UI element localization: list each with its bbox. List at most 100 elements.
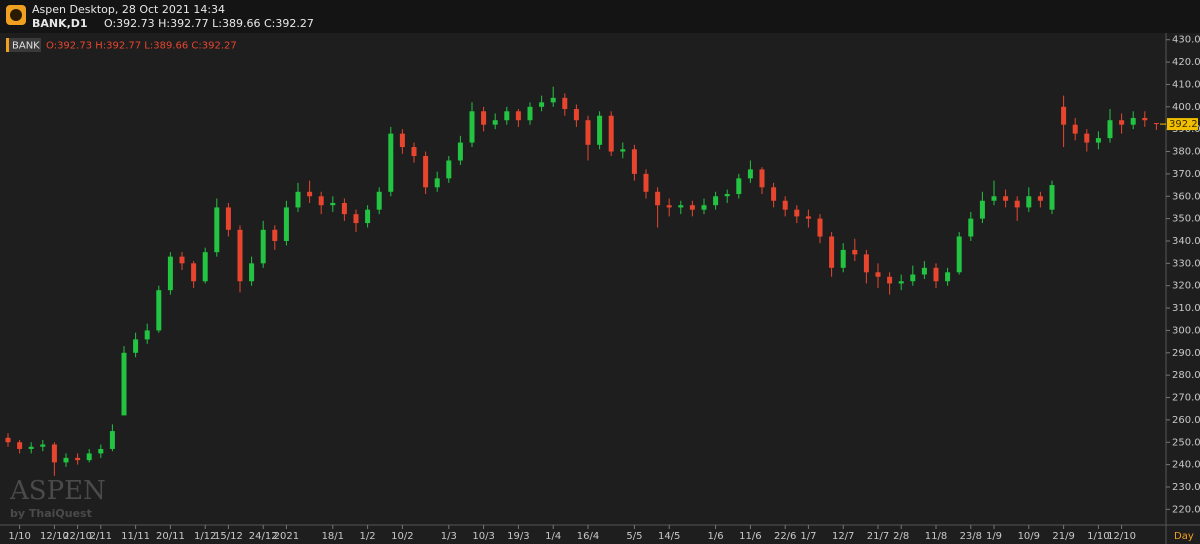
y-tick-label: 280.00 — [1172, 370, 1200, 381]
candle-body — [191, 263, 197, 282]
candle-body — [249, 263, 255, 282]
candle-body — [817, 218, 823, 237]
y-tick-label: 370.00 — [1172, 169, 1200, 180]
legend-symbol: BANK — [12, 41, 40, 52]
candle-body — [585, 120, 591, 145]
legend-box — [9, 38, 41, 52]
x-tick-label: 15/12 — [214, 531, 243, 542]
x-tick-label: 1/4 — [545, 531, 561, 542]
y-tick-label: 250.00 — [1172, 437, 1200, 448]
candle-body — [133, 339, 139, 353]
watermark-brand: ASPEN — [9, 476, 106, 506]
header-ohlc: O:392.73 H:392.77 L:389.66 C:392.27 — [104, 17, 314, 30]
candle-body — [759, 169, 765, 188]
candle-body — [643, 173, 649, 192]
candle-body — [829, 236, 835, 268]
y-tick-label: 350.00 — [1172, 214, 1200, 225]
x-tick-label: 10/2 — [391, 531, 413, 542]
candle-body — [1142, 117, 1148, 121]
candle-body — [388, 133, 394, 192]
candle-body — [678, 205, 684, 208]
x-axis-label: Day — [1174, 531, 1194, 542]
candle-body — [655, 191, 661, 206]
candle-body — [5, 437, 11, 443]
x-tick-label: 18/1 — [322, 531, 344, 542]
candle-body — [353, 214, 359, 224]
x-tick-label: 12/10 — [40, 531, 69, 542]
candle-body — [620, 149, 626, 152]
app-logo-mark — [10, 9, 22, 21]
candle-body — [75, 457, 81, 461]
candle-body — [365, 209, 371, 224]
candle-body — [423, 156, 429, 188]
candle-body — [666, 205, 672, 208]
candle-body — [921, 267, 927, 275]
x-tick-label: 1/9 — [986, 531, 1002, 542]
x-tick-label: 10/3 — [472, 531, 494, 542]
last-price-label: 392.27 — [1169, 119, 1200, 130]
y-tick-label: 410.00 — [1172, 79, 1200, 90]
candle-body — [1049, 185, 1055, 210]
candle-body — [771, 187, 777, 201]
candle-body — [1130, 117, 1136, 125]
x-tick-label: 2/11 — [90, 531, 112, 542]
y-tick-label: 400.00 — [1172, 102, 1200, 113]
y-tick-label: 290.00 — [1172, 348, 1200, 359]
candle-body — [1107, 120, 1113, 139]
candle-body — [782, 200, 788, 210]
x-tick-label: 14/5 — [658, 531, 680, 542]
candle-body — [631, 149, 637, 174]
candle-body — [898, 281, 904, 284]
x-tick-label: 21/9 — [1052, 531, 1074, 542]
x-tick-label: 11/6 — [739, 531, 761, 542]
candle-body — [910, 274, 916, 282]
candle-body — [1095, 138, 1101, 143]
candle-body — [736, 178, 742, 195]
candle-body — [283, 207, 289, 241]
x-tick-label: 1/7 — [800, 531, 816, 542]
candle-body — [1037, 196, 1043, 201]
candle-body — [527, 106, 533, 121]
candle-body — [562, 97, 568, 110]
candle-body — [713, 196, 719, 206]
x-tick-label: 16/4 — [577, 531, 599, 542]
y-tick-label: 430.00 — [1172, 35, 1200, 46]
candle-body — [887, 276, 893, 284]
x-tick-label: 1/12 — [194, 531, 216, 542]
candle-body — [550, 97, 556, 103]
candle-body — [794, 209, 800, 217]
candle-body — [701, 205, 707, 210]
candle-body — [747, 169, 753, 179]
y-tick-label: 230.00 — [1172, 482, 1200, 493]
y-tick-label: 270.00 — [1172, 393, 1200, 404]
candle-body — [991, 196, 997, 201]
app-title: Aspen Desktop, 28 Oct 2021 14:34 — [32, 3, 225, 16]
watermark-by: by ThaiQuest — [10, 507, 92, 520]
candle-body — [1003, 196, 1009, 201]
candle-body — [272, 229, 278, 241]
candle-body — [933, 267, 939, 282]
candle-body — [979, 200, 985, 219]
x-tick-label: 1/6 — [708, 531, 724, 542]
candle-body — [457, 142, 463, 161]
y-tick-label: 360.00 — [1172, 191, 1200, 202]
x-tick-label: 1/3 — [441, 531, 457, 542]
x-tick-label: 1/2 — [360, 531, 376, 542]
candle-body — [121, 352, 127, 416]
candle-body — [179, 256, 185, 264]
y-tick-label: 380.00 — [1172, 147, 1200, 158]
candle-body — [307, 191, 313, 197]
candle-body — [214, 207, 220, 253]
candle-body — [156, 290, 162, 331]
y-tick-label: 330.00 — [1172, 258, 1200, 269]
candle-body — [1153, 123, 1159, 125]
candle-body — [504, 111, 510, 121]
candle-body — [144, 330, 150, 340]
candle-body — [1026, 196, 1032, 208]
candle-body — [260, 229, 266, 264]
candle-body — [597, 115, 603, 145]
candle-body — [956, 236, 962, 273]
candle-body — [852, 249, 858, 255]
